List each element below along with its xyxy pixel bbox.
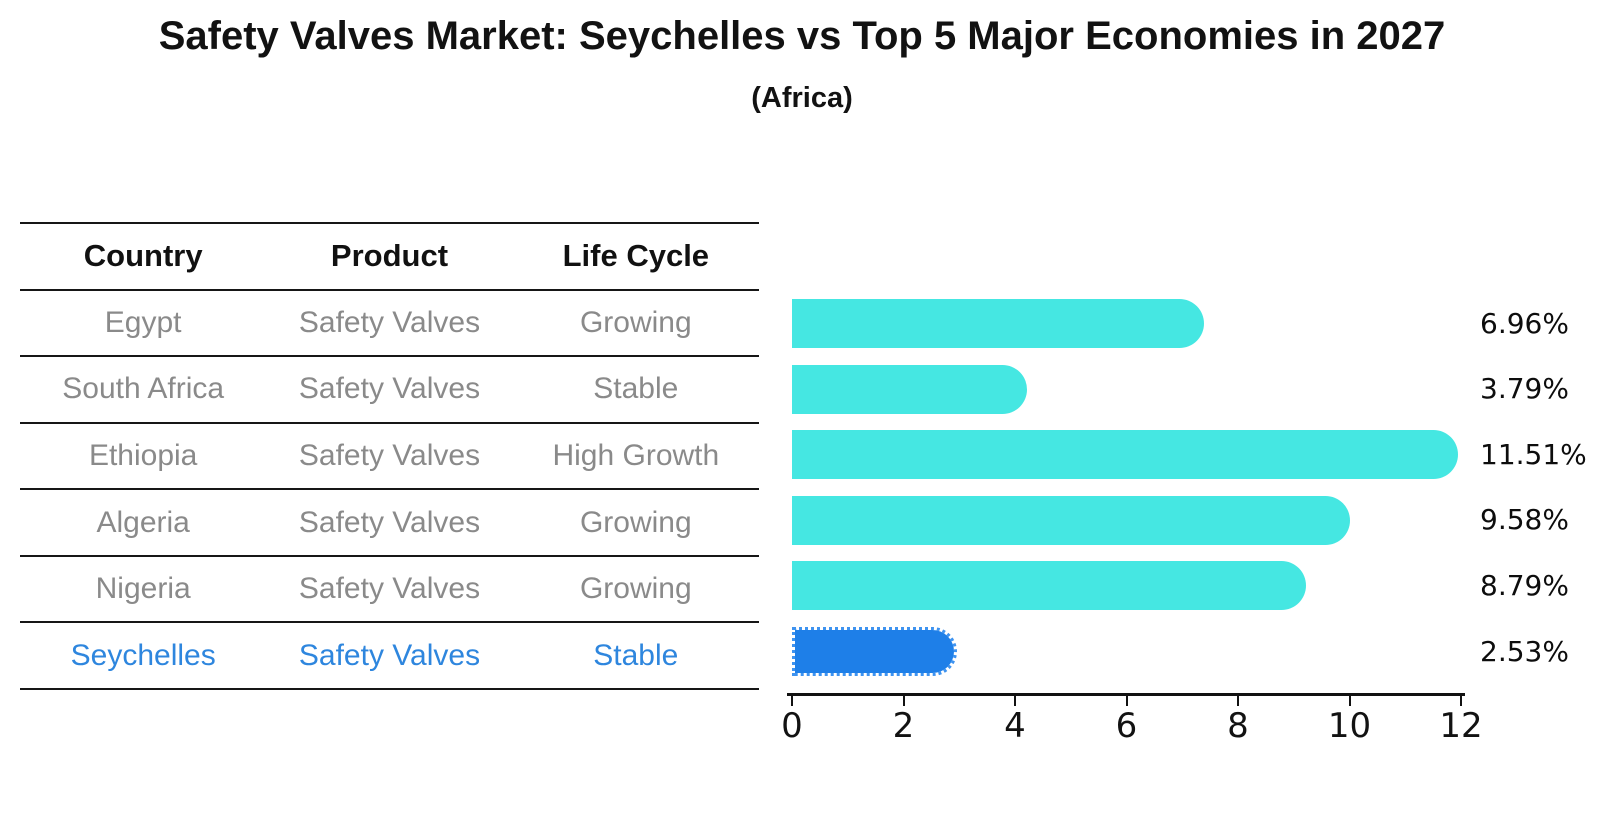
cell-life-cycle: Growing xyxy=(579,505,692,539)
cell-product: Safety Valves xyxy=(298,505,481,539)
x-tick xyxy=(902,696,905,706)
table-row: Algeria Safety Valves Growing xyxy=(20,490,759,557)
value-label: 3.79% xyxy=(1480,372,1569,406)
cell-product: Safety Valves xyxy=(298,305,481,339)
cell-product: Safety Valves xyxy=(298,372,481,406)
cell-country: Algeria xyxy=(96,505,190,539)
bar-ethiopia xyxy=(792,430,1458,480)
cell-country: Nigeria xyxy=(95,572,191,606)
cell-country: Seychelles xyxy=(70,638,216,672)
x-tick xyxy=(1014,696,1016,706)
x-tick-label: 8 xyxy=(1227,706,1249,746)
value-label: 6.96% xyxy=(1480,306,1569,340)
x-tick-label: 12 xyxy=(1439,706,1483,746)
cell-life-cycle: Growing xyxy=(579,305,692,339)
table-row: South Africa Safety Valves Stable xyxy=(20,357,759,424)
x-tick xyxy=(791,696,793,706)
cell-life-cycle: Stable xyxy=(593,638,679,672)
table-row: Egypt Safety Valves Growing xyxy=(20,291,759,358)
x-tick xyxy=(1125,696,1128,706)
bar-seychelles xyxy=(792,627,958,676)
value-label: 2.53% xyxy=(1480,634,1569,668)
x-tick-label: 4 xyxy=(1004,706,1026,746)
cell-country: Egypt xyxy=(104,305,182,339)
x-tick xyxy=(1237,696,1239,706)
cell-country: Ethiopia xyxy=(88,438,198,472)
table-row: Seychelles Safety Valves Stable xyxy=(20,623,759,690)
x-tick-label: 10 xyxy=(1327,706,1372,746)
x-tick-label: 6 xyxy=(1115,706,1138,746)
cell-product: Safety Valves xyxy=(298,572,481,606)
bar-nigeria xyxy=(792,561,1307,611)
header-cell-life-cycle: Life Cycle xyxy=(562,238,710,274)
x-tick-label: 0 xyxy=(781,706,803,746)
cell-life-cycle: Stable xyxy=(593,372,679,406)
table-row: Nigeria Safety Valves Growing xyxy=(20,557,759,624)
value-label: 11.51% xyxy=(1480,437,1587,471)
bar-algeria xyxy=(792,495,1351,545)
table-header-row: Country Product Life Cycle xyxy=(20,224,759,291)
data-table: Country Product Life Cycle Egypt Safety … xyxy=(20,222,759,690)
table-row: Ethiopia Safety Valves High Growth xyxy=(20,424,759,491)
cell-product: Safety Valves xyxy=(298,638,481,672)
x-tick xyxy=(1348,696,1351,706)
x-tick-label: 2 xyxy=(892,706,915,746)
cell-life-cycle: High Growth xyxy=(552,438,720,472)
value-label: 8.79% xyxy=(1480,568,1569,602)
cell-product: Safety Valves xyxy=(298,438,481,472)
header-cell-country: Country xyxy=(83,238,203,274)
x-tick xyxy=(1460,696,1462,706)
chart-subtitle: (Africa) xyxy=(751,82,853,114)
bar-south-africa xyxy=(792,364,1028,414)
bar-egypt xyxy=(792,299,1205,348)
cell-life-cycle: Growing xyxy=(579,572,692,606)
cell-country: South Africa xyxy=(62,372,225,406)
value-label: 9.58% xyxy=(1480,503,1569,537)
x-axis-line xyxy=(787,693,1465,696)
chart-title: Safety Valves Market: Seychelles vs Top … xyxy=(158,14,1446,58)
bar-chart xyxy=(792,283,1461,688)
header-cell-product: Product xyxy=(330,238,449,274)
